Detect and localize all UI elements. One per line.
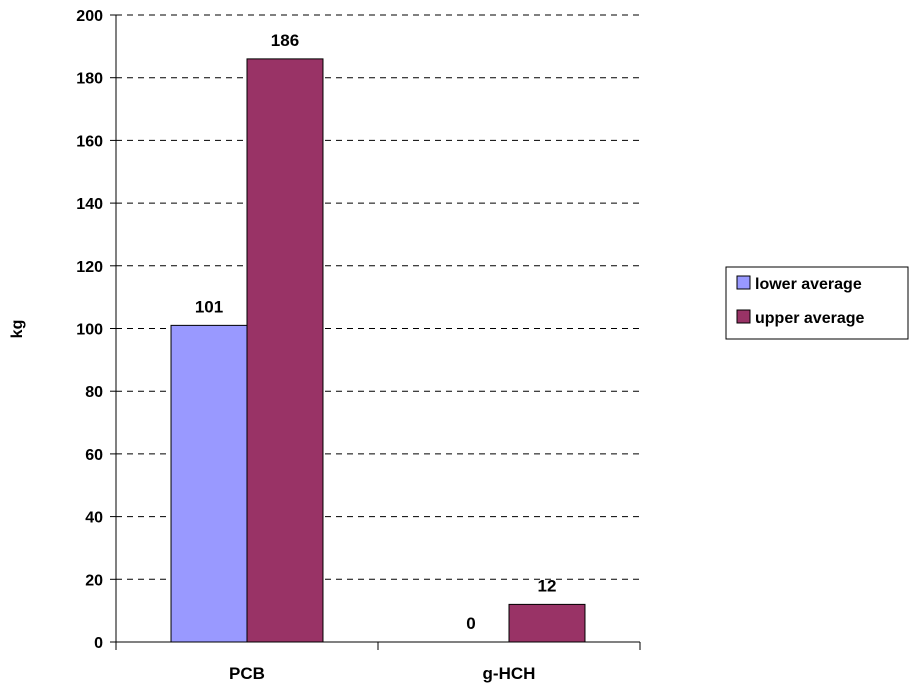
bar-g-HCH-upper-average <box>508 603 586 643</box>
category-label-PCB: PCB <box>229 664 265 683</box>
bars <box>170 58 586 643</box>
data-label-g-HCH-upper-average: 12 <box>538 576 557 595</box>
y-tick-label-140: 140 <box>76 196 103 213</box>
y-tick-label-20: 20 <box>85 572 103 589</box>
legend-swatch-lower-average <box>736 275 751 290</box>
category-labels: PCB g-HCH <box>229 664 535 683</box>
bar-PCB-upper-average <box>246 58 324 643</box>
y-tick-label-0: 0 <box>94 635 103 652</box>
data-labels: 101 186 0 12 <box>195 31 557 633</box>
y-tick-label-120: 120 <box>76 259 103 276</box>
y-tick-label-160: 160 <box>76 133 103 150</box>
y-tick-label-80: 80 <box>85 384 103 401</box>
y-tick-label-40: 40 <box>85 510 103 527</box>
data-label-PCB-upper-average: 186 <box>271 31 299 50</box>
y-tick-label-180: 180 <box>76 71 103 88</box>
y-tick-label-200: 200 <box>76 8 103 25</box>
legend-swatch-upper-average <box>736 309 751 324</box>
data-label-g-HCH-lower-average: 0 <box>466 614 475 633</box>
y-tick-label-100: 100 <box>76 322 103 339</box>
bar-PCB-lower-average <box>170 324 248 643</box>
axes <box>110 14 641 650</box>
legend-label-upper-average: upper average <box>755 310 864 327</box>
y-tick-labels: 0 20 40 60 80 100 120 140 160 180 200 <box>76 8 103 652</box>
legend-box <box>725 266 909 340</box>
legend: lower average upper average <box>725 266 909 340</box>
y-tick-label-60: 60 <box>85 447 103 464</box>
category-label-g-HCH: g-HCH <box>483 664 536 683</box>
data-label-PCB-lower-average: 101 <box>195 297 223 316</box>
legend-label-lower-average: lower average <box>755 276 862 293</box>
y-axis-title: kg <box>9 320 26 339</box>
